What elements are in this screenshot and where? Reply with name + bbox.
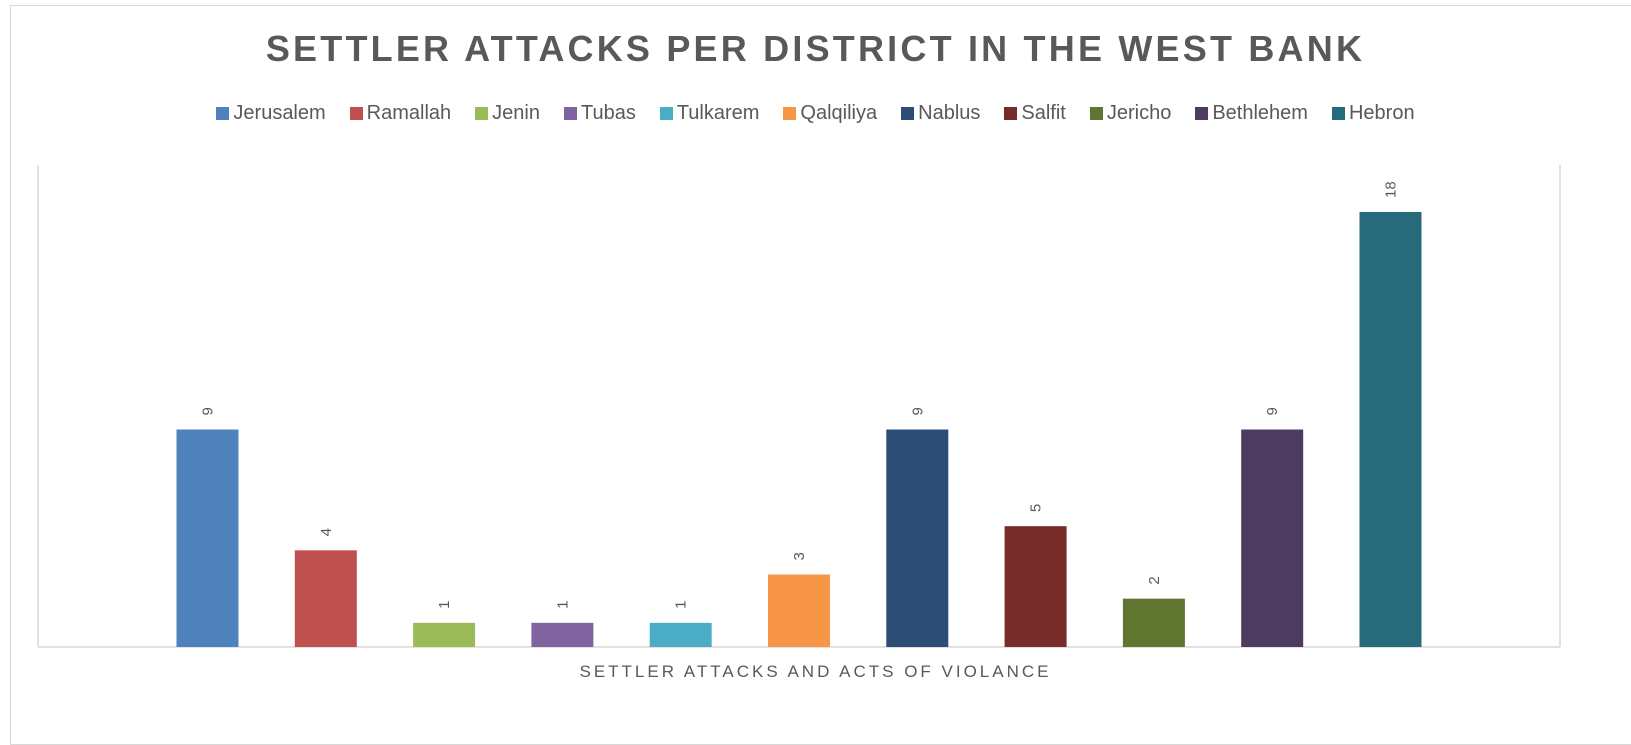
bar-nablus (886, 429, 949, 647)
legend-swatch (216, 107, 230, 120)
legend-item-tulkarem: Tulkarem (659, 102, 760, 125)
legend-swatch (1331, 107, 1345, 120)
data-label-jericho: 2 (1146, 576, 1163, 584)
legend-item-nablus: Nablus (901, 102, 980, 125)
legend-swatch (659, 107, 673, 120)
data-label-jerusalem: 9 (200, 407, 217, 415)
legend-label: Hebron (1348, 102, 1415, 124)
legend-swatch (1195, 107, 1209, 120)
data-label-tulkarem: 1 (673, 600, 690, 608)
legend-label: Bethlehem (1212, 102, 1308, 124)
bar-ramallah (294, 550, 357, 647)
legend-label: Tubas (580, 102, 636, 124)
legend-item-tubas: Tubas (563, 102, 636, 125)
bar-salfit (1004, 526, 1067, 647)
data-label-bethlehem: 9 (1264, 407, 1281, 415)
legend-item-jenin: Jenin (475, 102, 540, 125)
bar-jerusalem (176, 429, 239, 647)
legend-swatch (1089, 107, 1103, 120)
legend-swatch (349, 107, 363, 120)
bar-qalqiliya (768, 574, 830, 647)
x-axis-label: SETTLER ATTACKS AND ACTS OF VIOLANCE (579, 662, 1052, 681)
bar-jericho (1122, 598, 1185, 647)
bar-hebron (1359, 212, 1422, 647)
bar-tulkarem (649, 622, 712, 647)
data-label-salfit: 5 (1028, 504, 1045, 512)
legend-swatch (1004, 107, 1018, 120)
legend-swatch (901, 107, 915, 120)
legend-item-hebron: Hebron (1331, 102, 1415, 125)
data-label-hebron: 18 (1383, 181, 1400, 198)
legend-item-qalqiliya: Qalqiliya (783, 102, 877, 125)
data-label-qalqiliya: 3 (791, 552, 808, 560)
data-label-jenin: 1 (436, 600, 453, 608)
bar-bethlehem (1241, 429, 1304, 647)
chart-legend: Jerusalem Ramallah Jenin Tubas Tulkarem Qalqi… (0, 102, 1631, 125)
legend-item-ramallah: Ramallah (349, 102, 452, 125)
bar-tubas (531, 622, 594, 647)
legend-swatch (475, 107, 489, 120)
chart-title: SETTLER ATTACKS PER DISTRICT IN THE WEST… (265, 28, 1366, 69)
data-label-ramallah: 4 (318, 528, 335, 536)
legend-label: Jerusalem (233, 102, 326, 124)
legend-swatch (563, 107, 577, 120)
legend-label: Jenin (492, 102, 540, 124)
legend-item-jericho: Jericho (1089, 102, 1172, 125)
legend-item-bethlehem: Bethlehem (1195, 102, 1308, 125)
legend-swatch (783, 107, 797, 120)
legend-label: Jericho (1106, 102, 1172, 124)
legend-label: Salfit (1021, 102, 1066, 124)
legend-label: Tulkarem (676, 102, 760, 124)
bar-jenin (413, 622, 476, 647)
legend-label: Nablus (918, 102, 981, 124)
legend-item-jerusalem: Jerusalem (216, 102, 326, 125)
legend-item-salfit: Salfit (1004, 102, 1066, 125)
legend-label: Ramallah (366, 102, 452, 124)
legend-label: Qalqiliya (800, 102, 878, 124)
data-label-tubas: 1 (554, 600, 571, 608)
data-label-nablus: 9 (909, 407, 926, 415)
